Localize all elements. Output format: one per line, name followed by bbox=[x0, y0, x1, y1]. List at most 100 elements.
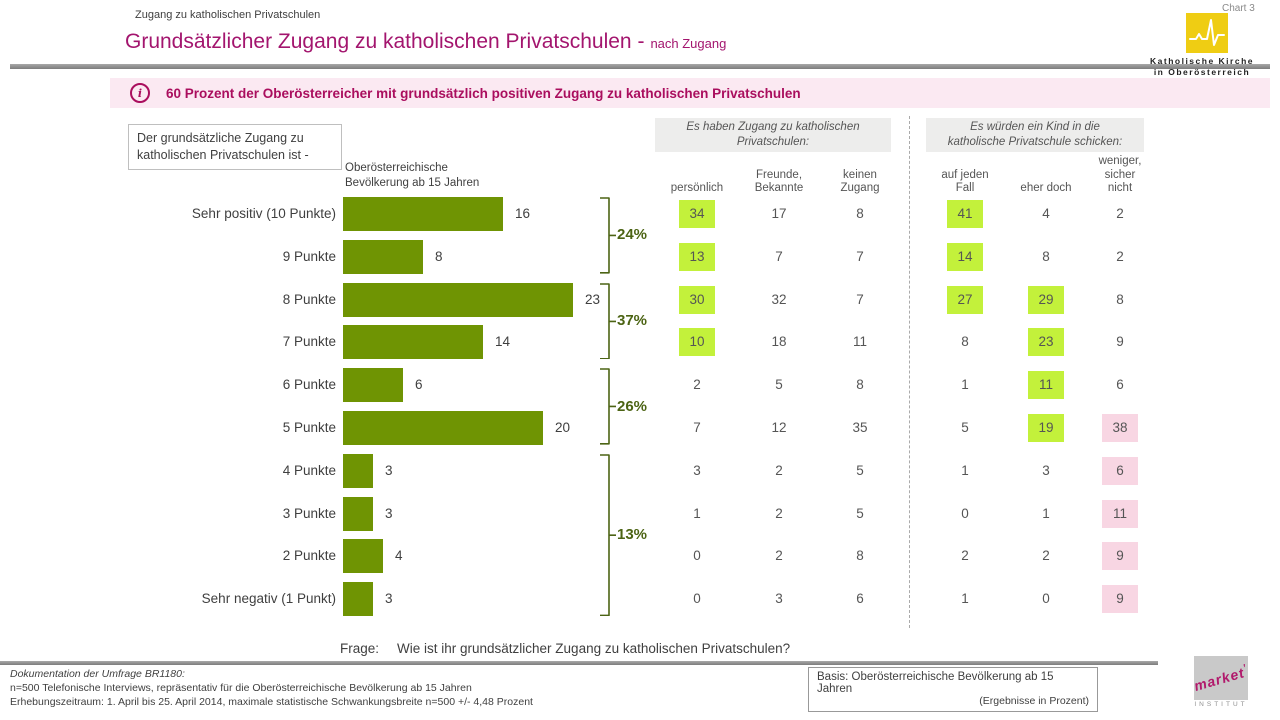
chart-number-label: Chart 3 bbox=[1222, 3, 1255, 14]
category-label: 5 Punkte bbox=[282, 420, 336, 435]
doc-line-3: Erhebungszeitraum: 1. April bis 25. Apri… bbox=[10, 696, 533, 709]
category-label: 4 Punkte bbox=[282, 462, 336, 478]
table-cell: 5 bbox=[961, 420, 969, 435]
table-cell: 8 bbox=[1116, 291, 1124, 307]
bar-value-label: 4 bbox=[395, 548, 403, 564]
column-header: weniger, sicher nicht bbox=[1098, 155, 1142, 195]
basis-text: Basis: Oberösterreichische Bevölkerung a… bbox=[817, 671, 1054, 695]
header-divider bbox=[10, 64, 1270, 69]
bracket bbox=[600, 197, 616, 274]
page-title: Grundsätzlicher Zugang zu katholischen P… bbox=[125, 30, 726, 54]
series-label: Oberösterreichische Bevölkerung ab 15 Ja… bbox=[345, 162, 480, 189]
table-cell: 8 bbox=[856, 377, 864, 393]
table-row: 3 Punkte 3 1 2 5 0 1 11 bbox=[0, 496, 1280, 533]
table-cell: 3 bbox=[1042, 462, 1050, 478]
table-cell: 1 bbox=[961, 591, 969, 607]
bar bbox=[343, 325, 483, 360]
table-cell: 2 bbox=[1116, 206, 1124, 221]
table-cell: 18 bbox=[771, 334, 787, 350]
bar bbox=[343, 368, 403, 403]
table-cell: 8 bbox=[856, 548, 864, 564]
question-text: Wie ist ihr grundsätzlicher Zugang zu ka… bbox=[397, 641, 791, 656]
table-cell: 2 bbox=[775, 548, 783, 564]
table-column-headers: persönlich Freunde, Bekannte keinen Zugang… bbox=[0, 150, 1280, 196]
bracket bbox=[600, 282, 616, 360]
table-cell: 41 bbox=[947, 200, 983, 228]
table-cell: 6 bbox=[856, 591, 864, 607]
table-cell: 32 bbox=[771, 291, 787, 307]
table-cell: 30 bbox=[679, 285, 715, 314]
table-cell: 1 bbox=[961, 462, 969, 478]
table-cell: 6 bbox=[1116, 377, 1124, 393]
page-title-sub: nach Zugang bbox=[650, 36, 727, 51]
pulse-line-icon bbox=[1186, 13, 1228, 53]
table-cell: 19 bbox=[1028, 414, 1064, 442]
bar bbox=[343, 197, 503, 231]
market-logo-subtitle: INSTITUT bbox=[1194, 701, 1248, 708]
table-row: 2 Punkte 4 0 2 8 2 2 9 bbox=[0, 539, 1280, 575]
column-header: keinen Zugang bbox=[840, 168, 880, 195]
table-cell: 11 bbox=[1028, 371, 1064, 400]
table-row: 7 Punkte 14 10 18 11 8 23 9 bbox=[0, 325, 1280, 361]
bar-value-label: 14 bbox=[495, 334, 511, 350]
question-label: Frage: bbox=[340, 641, 380, 656]
church-logo-text: Katholische Kirche in Oberösterreich bbox=[1150, 56, 1254, 78]
bar-value-label: 16 bbox=[515, 206, 531, 221]
table-cell: 34 bbox=[679, 200, 715, 228]
column-header: auf jeden Fall bbox=[941, 168, 989, 195]
table-row: 5 Punkte 20 7 12 35 5 19 38 bbox=[0, 411, 1280, 447]
key-finding-text: 60 Prozent der Oberösterreicher mit grun… bbox=[166, 85, 801, 101]
bar-value-label: 3 bbox=[385, 462, 393, 478]
table-cell: 5 bbox=[775, 377, 783, 393]
table-group-header-kind: Es würden ein Kind in die katholische Pr… bbox=[926, 118, 1144, 152]
table-row: 6 Punkte 6 2 5 8 1 11 6 bbox=[0, 368, 1280, 404]
category-label: Sehr negativ (1 Punkt) bbox=[201, 591, 336, 607]
table-cell: 17 bbox=[771, 206, 787, 221]
bar bbox=[343, 411, 543, 445]
table-cell: 8 bbox=[1042, 248, 1050, 264]
bar-value-label: 20 bbox=[555, 420, 571, 435]
table-cell: 9 bbox=[1102, 542, 1138, 571]
key-finding-banner: i 60 Prozent der Oberösterreicher mit gr… bbox=[110, 78, 1270, 108]
bar-value-label: 3 bbox=[385, 505, 393, 521]
category-label: 9 Punkte bbox=[282, 248, 336, 264]
basis-box: Basis: Oberösterreichische Bevölkerung a… bbox=[808, 667, 1098, 712]
table-cell: 38 bbox=[1102, 414, 1138, 442]
bracket-percent-label: 13% bbox=[617, 526, 648, 543]
table-cell: 2 bbox=[775, 505, 783, 521]
table-cell: 2 bbox=[1116, 248, 1124, 264]
table-row: 9 Punkte 8 13 7 7 14 8 2 bbox=[0, 239, 1280, 276]
table-cell: 0 bbox=[693, 591, 701, 607]
table-row: Sehr positiv (10 Punkte) 16 34 17 8 41 4 2 bbox=[0, 197, 1280, 233]
bar bbox=[343, 496, 373, 531]
table-cell: 8 bbox=[856, 206, 864, 221]
documentation-block: Dokumentation der Umfrage BR1180: n=500 … bbox=[10, 667, 533, 709]
category-label: 6 Punkte bbox=[282, 377, 336, 393]
table-cell: 8 bbox=[961, 334, 969, 350]
table-cell: 9 bbox=[1102, 585, 1138, 614]
market-logo-square bbox=[1194, 656, 1248, 700]
table-group-header-zugang: Es haben Zugang zu katholischen Privatsc… bbox=[655, 118, 891, 152]
market-institut-logo: market’ INSTITUT bbox=[1192, 656, 1250, 710]
table-cell: 2 bbox=[693, 377, 701, 393]
bar-value-label: 8 bbox=[435, 248, 443, 264]
table-row: 4 Punkte 3 3 2 5 1 3 6 bbox=[0, 453, 1280, 490]
table-cell: 10 bbox=[679, 328, 715, 357]
bar bbox=[343, 282, 573, 317]
table-cell: 3 bbox=[775, 591, 783, 607]
bracket-percent-label: 24% bbox=[617, 226, 648, 244]
table-cell: 6 bbox=[1102, 456, 1138, 485]
category-label: Sehr positiv (10 Punkte) bbox=[191, 206, 336, 221]
bar bbox=[343, 582, 373, 617]
info-icon: i bbox=[130, 83, 150, 103]
question-note-box: Der grundsätzliche Zugang zu katholische… bbox=[128, 124, 342, 170]
table-cell: 29 bbox=[1028, 285, 1064, 314]
category-label: 2 Punkte bbox=[282, 548, 336, 564]
basis-subtext: (Ergebnisse in Prozent) bbox=[979, 695, 1089, 707]
table-cell: 1 bbox=[1042, 505, 1050, 521]
bracket-percent-label: 26% bbox=[617, 397, 648, 415]
table-cell: 11 bbox=[1102, 499, 1138, 528]
column-header: eher doch bbox=[1020, 182, 1072, 195]
